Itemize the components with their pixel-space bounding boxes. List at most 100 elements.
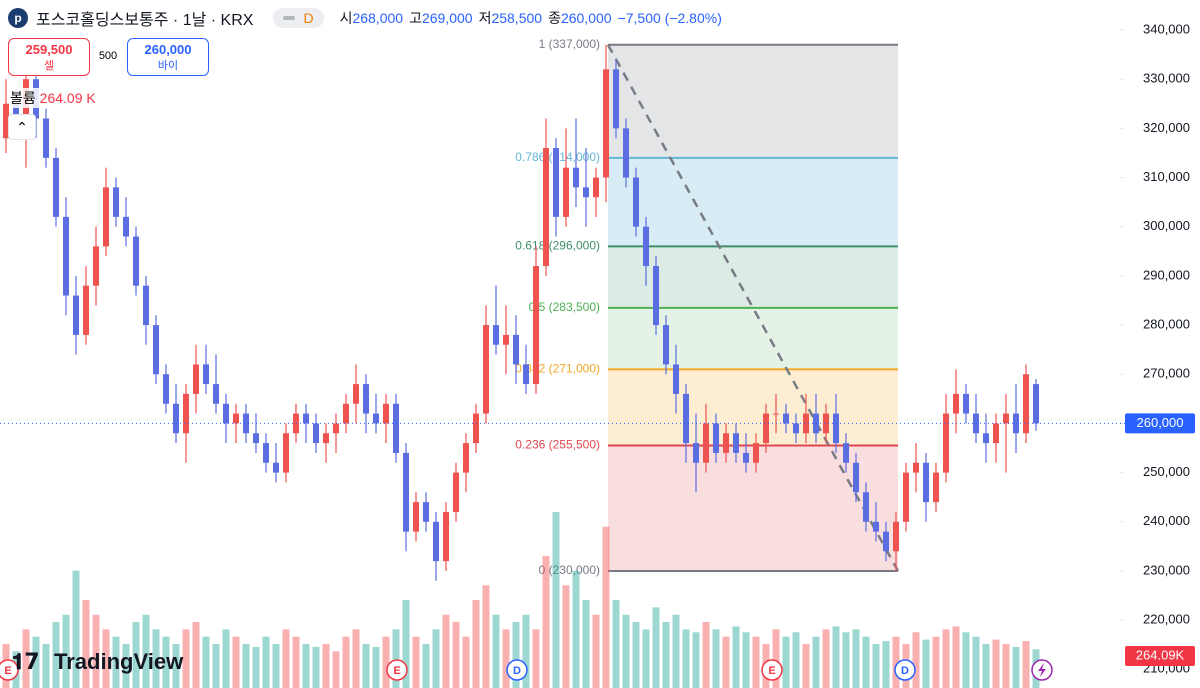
candle-body <box>343 403 349 424</box>
volume-bar <box>362 644 370 688</box>
candle-body <box>553 148 559 217</box>
volume-bar <box>222 629 230 688</box>
volume-layer <box>2 512 1040 688</box>
fib-band <box>608 307 898 370</box>
candle-body <box>93 246 99 286</box>
fib-label: 0.618 (296,000) <box>515 239 600 253</box>
volume-bar <box>432 629 440 688</box>
volume-bar <box>722 636 730 688</box>
volume-bar <box>502 629 510 688</box>
volume-bar <box>292 636 300 688</box>
volume-bar <box>442 614 450 688</box>
volume-bar <box>492 614 500 688</box>
volume-bar <box>452 622 460 688</box>
candle-body <box>263 443 269 463</box>
volume-bar <box>972 636 980 688</box>
volume-bar <box>1022 641 1030 688</box>
volume-bar <box>772 629 780 688</box>
candle-body <box>203 364 209 385</box>
candle-body <box>593 177 599 198</box>
event-label: E <box>768 665 775 677</box>
candle-body <box>663 325 669 365</box>
candle-body <box>643 226 649 267</box>
buy-button[interactable]: 260,000 바이 <box>127 38 209 76</box>
candle-body <box>423 502 429 522</box>
candle-body <box>443 511 449 562</box>
y-tick-label: 340,000 <box>1143 21 1190 36</box>
symbol[interactable]: 포스코홀딩스보통주 · 1날 · KRX <box>36 12 254 29</box>
y-tick-label: 230,000 <box>1143 562 1190 577</box>
candle-body <box>743 452 749 463</box>
candle-body <box>603 69 609 178</box>
volume-legend: 볼륨 264.09 K <box>10 88 96 108</box>
candle-body <box>773 413 779 415</box>
lightning-badge[interactable] <box>1031 659 1053 681</box>
volume-bar <box>122 644 130 688</box>
candle-body <box>43 118 49 158</box>
candle-body <box>173 403 179 434</box>
volume-bar <box>132 622 140 688</box>
collapse-button[interactable]: ⌃ <box>8 114 36 140</box>
candle-body <box>313 423 319 444</box>
fib-label: 0.236 (255,500) <box>515 438 600 452</box>
candle-body <box>333 423 339 434</box>
ohlc-value: 268,000 <box>352 10 404 26</box>
fib-label: 1 (337,000) <box>539 37 600 51</box>
fib-label: 0.5 (283,500) <box>529 300 600 314</box>
tv-mark: 𝟏𝟳 <box>12 649 40 674</box>
candle-body <box>623 128 629 178</box>
volume-bar <box>52 622 60 688</box>
symbol-icon: p <box>8 8 28 28</box>
volume-bar <box>92 614 100 688</box>
volume-bar <box>792 632 800 688</box>
candle-body <box>3 103 9 139</box>
volume-bar <box>922 639 930 688</box>
y-tick-label: 270,000 <box>1143 366 1190 381</box>
volume-bar <box>602 526 610 688</box>
volume-bar <box>642 629 650 688</box>
ohlc-value: 269,000 <box>421 10 473 26</box>
volume-bar <box>882 641 890 688</box>
volume-bar <box>712 629 720 688</box>
volume-bar <box>372 646 380 688</box>
candle-body <box>493 325 499 345</box>
volume-bar <box>392 629 400 688</box>
event-badge[interactable] <box>761 659 783 681</box>
volume-bar <box>302 644 310 688</box>
volume-bar <box>682 629 690 688</box>
y-tick-label: 300,000 <box>1143 218 1190 233</box>
candle-body <box>693 443 699 463</box>
candle-body <box>213 384 219 404</box>
fib-band <box>608 369 898 446</box>
quantity[interactable]: 500 <box>98 50 118 62</box>
volume-bar <box>62 614 70 688</box>
volume-bar <box>252 646 260 688</box>
sell-button[interactable]: 259,500 셀 <box>8 38 90 76</box>
event-label: E <box>4 665 11 677</box>
candle-body <box>683 393 689 444</box>
candle-body <box>143 285 149 326</box>
volume-bar <box>702 622 710 688</box>
candle-body <box>363 384 369 414</box>
event-badge[interactable] <box>0 659 19 681</box>
y-tick-label: 310,000 <box>1143 169 1190 184</box>
event-badge[interactable] <box>894 659 916 681</box>
volume-legend-label: 볼륨 <box>10 90 36 106</box>
candle-body <box>393 403 399 453</box>
event-badge[interactable] <box>386 659 408 681</box>
event-badge[interactable] <box>506 659 528 681</box>
interval-pill[interactable]: D <box>273 8 324 28</box>
candle-body <box>723 433 729 453</box>
volume-bar <box>522 614 530 688</box>
candle-body <box>243 413 249 434</box>
candle-body <box>73 295 79 335</box>
event-label: D <box>513 665 521 677</box>
interval-badge: D <box>303 10 314 26</box>
volume-bar <box>382 636 390 688</box>
event-label: E <box>393 665 400 677</box>
volume-bar <box>22 629 30 688</box>
event-label: D <box>901 665 909 677</box>
candle-body <box>273 462 279 473</box>
y-tick-label: 290,000 <box>1143 267 1190 282</box>
last-price-tag <box>1125 413 1195 434</box>
